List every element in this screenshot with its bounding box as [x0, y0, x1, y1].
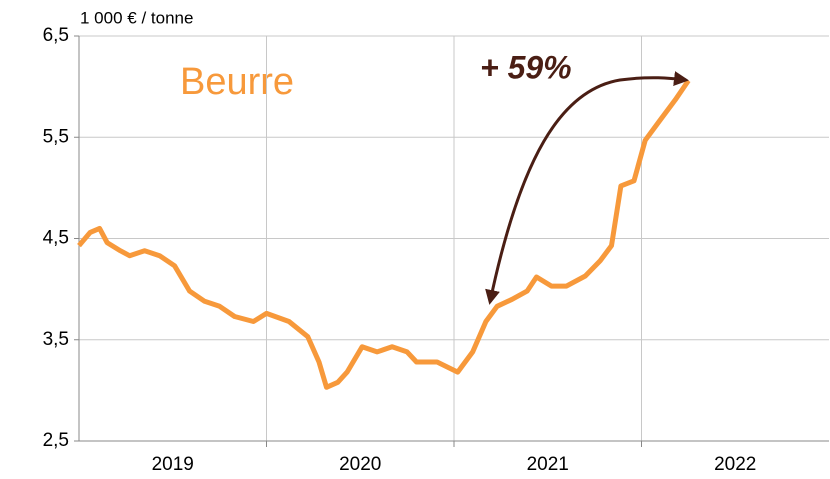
annotation: + 59% [480, 49, 572, 85]
y-tick-label: 2,5 [43, 430, 69, 451]
y-tick-label: 5,5 [43, 126, 69, 147]
x-tick-label: 2022 [714, 454, 756, 475]
y-tick-label: 6,5 [43, 25, 69, 46]
y-tick-label: 4,5 [43, 228, 69, 249]
y-tick-label: 3,5 [43, 329, 69, 350]
x-tick-label: 2021 [527, 454, 569, 475]
price-line [77, 79, 691, 390]
x-tick-label: 2020 [339, 454, 381, 475]
series-label: Beurre [180, 61, 294, 103]
unit-label: 1 000 € / tonne [80, 8, 193, 27]
x-tick-label: 2019 [152, 454, 194, 475]
arrow [485, 71, 689, 305]
